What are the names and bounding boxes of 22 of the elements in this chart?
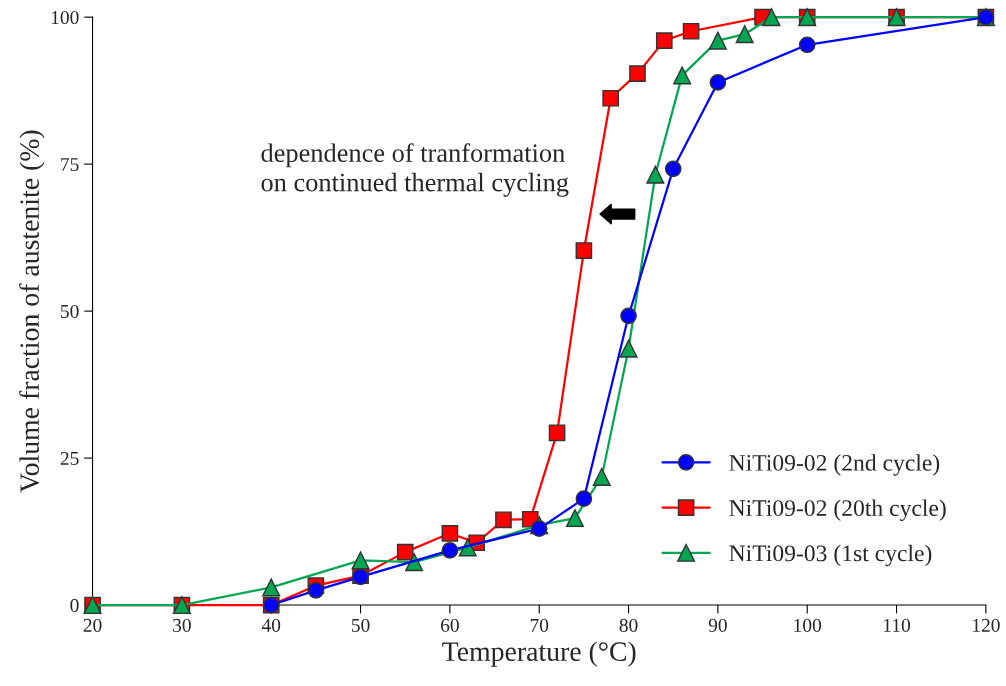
y-axis-title: Volume fraction of austenite (%) (19, 130, 45, 493)
annotation: dependence of tranformation on continued thermal cycling (261, 143, 569, 197)
y-tick-label: 100 (51, 10, 79, 25)
legend-label: NiTi09-03 (1st cycle) (729, 544, 932, 567)
y-tick-label: 25 (60, 451, 79, 466)
legend-label: NiTi09-02 (20th cycle) (729, 499, 946, 521)
x-tick-label: 50 (351, 618, 370, 632)
x-tick-label: 100 (794, 618, 822, 632)
y-tick-label: 50 (61, 304, 79, 319)
x-tick-label: 80 (619, 618, 638, 632)
y-tick-label: 0 (70, 598, 79, 612)
legend-label: NiTi09-02 (2nd cycle) (729, 454, 940, 476)
x-tick-label: 40 (261, 618, 281, 632)
x-axis-title: Temperature (°C) (442, 641, 636, 667)
x-tick-label: 110 (884, 618, 911, 632)
x-tick-label: 60 (441, 618, 459, 632)
x-tick-label: 70 (530, 618, 549, 632)
x-tick-label: 120 (973, 618, 1000, 632)
x-tick-label: 20 (83, 618, 102, 632)
y-tick-label: 75 (61, 158, 79, 172)
x-tick-label: 90 (708, 618, 727, 632)
x-tick-label: 30 (173, 618, 191, 632)
